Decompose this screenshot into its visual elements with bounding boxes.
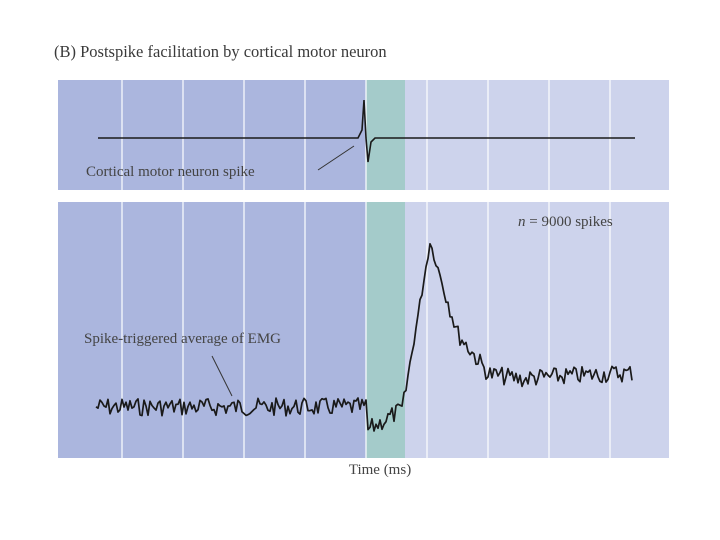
emg-panel — [58, 202, 669, 458]
emg-trace — [95, 242, 633, 432]
bottom-gridlines — [121, 202, 611, 458]
spike-trace — [98, 99, 635, 163]
figure-title: (B) Postspike facilitation by cortical m… — [54, 42, 387, 61]
spike-count-label: n = 9000 spikes — [518, 214, 613, 231]
spike-count-text: = 9000 spikes — [525, 214, 613, 230]
pre-spike-region-bottom — [58, 202, 366, 458]
spike-annotation: Cortical motor neuron spike — [86, 164, 255, 180]
emg-panel-svg — [58, 202, 633, 458]
spike-count-variable: n — [518, 214, 526, 230]
spike-pointer-line — [317, 145, 355, 171]
emg-annotation: Spike-triggered average of EMG — [84, 331, 282, 347]
emg-pointer-line — [211, 355, 233, 397]
x-axis-label: Time (ms) — [348, 462, 412, 478]
spike-panel — [58, 80, 669, 190]
pre-spike-region — [58, 80, 366, 190]
spike-window-region-bottom — [366, 202, 405, 458]
spike-window-region — [366, 80, 405, 190]
spike-panel-svg — [58, 80, 635, 190]
